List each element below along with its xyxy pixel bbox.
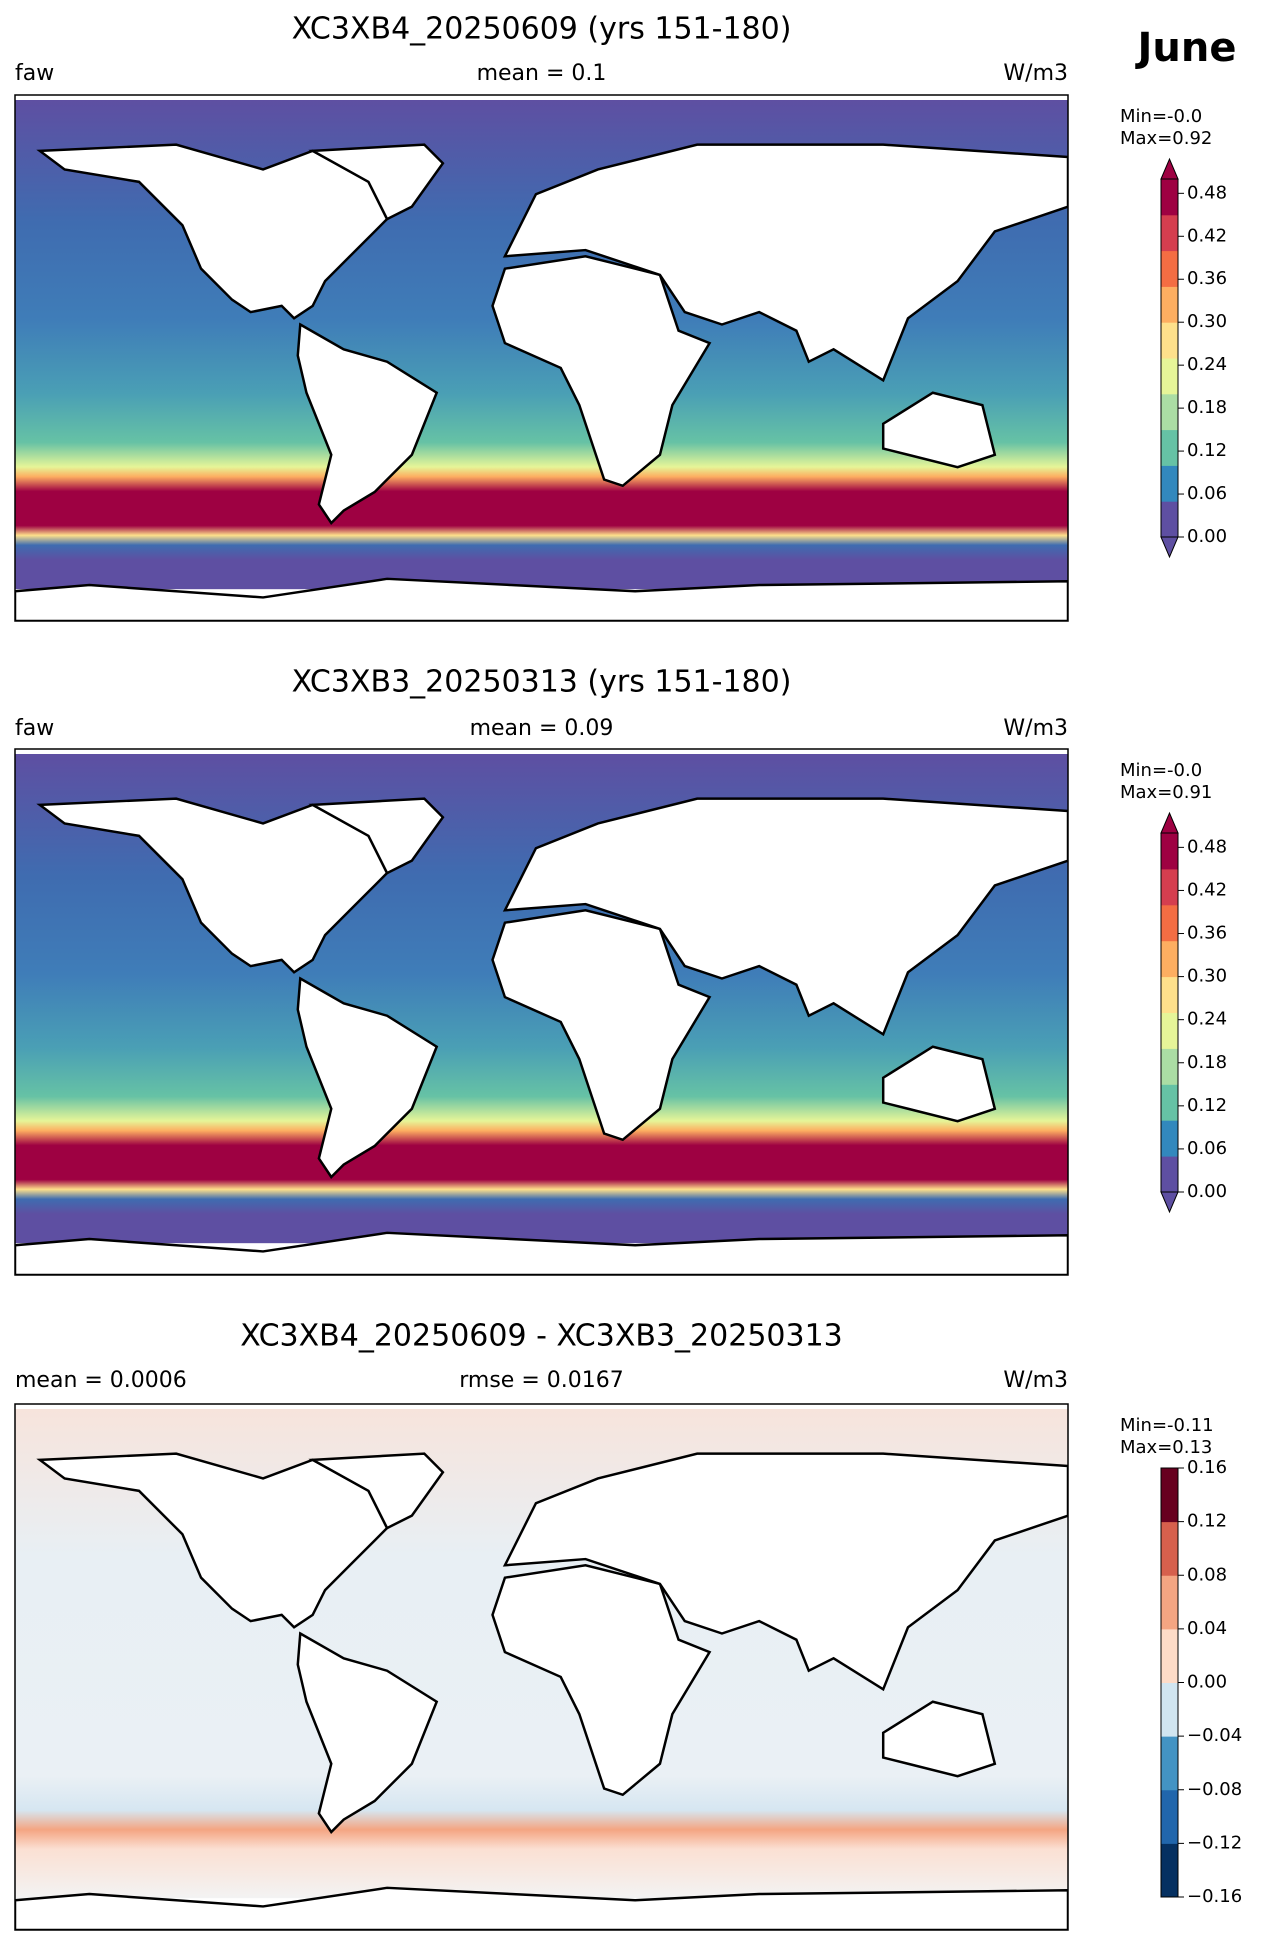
colorbar-extend — [1160, 536, 1179, 559]
colorbar-band — [1161, 1736, 1178, 1791]
colorbar-band — [1161, 465, 1178, 502]
colorbar-extend — [1160, 1191, 1179, 1214]
center-label: mean = 0.1 — [477, 61, 607, 86]
colorbar-band — [1161, 1048, 1178, 1085]
left-label: faw — [15, 716, 54, 741]
colorbar-tick-label: 0.00 — [1187, 1181, 1227, 1202]
colorbar-tick-label: 0.18 — [1187, 397, 1227, 418]
min-label: Min=-0.0 — [1120, 760, 1202, 781]
colorbar-band — [1161, 1468, 1178, 1523]
colorbar-tick-label: −0.04 — [1187, 1725, 1242, 1746]
colorbar-tick-label: 0.36 — [1187, 268, 1227, 289]
colorbar-band — [1161, 322, 1178, 359]
colorbar-tick-label: 0.12 — [1187, 1095, 1227, 1116]
colorbar-band — [1161, 1012, 1178, 1049]
colorbar-tick-label: 0.30 — [1187, 966, 1227, 987]
colorbar-tick-label: −0.12 — [1187, 1832, 1242, 1853]
left-label: faw — [15, 61, 54, 86]
colorbar-band — [1161, 1843, 1178, 1898]
left-label: mean = 0.0006 — [15, 1368, 187, 1393]
max-label: Max=0.13 — [1120, 1437, 1212, 1458]
map-frame — [14, 1403, 1069, 1931]
center-label: mean = 0.09 — [470, 716, 614, 741]
colorbar-band — [1161, 868, 1178, 906]
colorbar-tick-label: −0.08 — [1187, 1779, 1242, 1800]
colorbar-tick-label: 0.06 — [1187, 483, 1227, 504]
colorbar-band — [1161, 250, 1178, 287]
map — [15, 100, 1068, 621]
colorbar-tick-label: −0.16 — [1187, 1886, 1242, 1907]
colorbar-band — [1161, 1156, 1178, 1193]
colorbar-tick-label: 0.36 — [1187, 923, 1227, 944]
colorbar-band — [1161, 976, 1178, 1013]
colorbar-tick-label: 0.48 — [1187, 836, 1227, 857]
colorbar-band — [1161, 501, 1178, 538]
colorbar-tick-label: 0.12 — [1187, 1511, 1227, 1532]
colorbar-tick-label: 0.42 — [1187, 225, 1227, 246]
colorbar-tick-label: 0.08 — [1187, 1564, 1227, 1585]
month-label: June — [1135, 25, 1237, 71]
colorbar-tick-label: 0.04 — [1187, 1618, 1227, 1639]
units-label: W/m3 — [1003, 1368, 1068, 1393]
min-label: Min=-0.11 — [1120, 1415, 1214, 1436]
colorbar-extend — [1160, 811, 1179, 834]
units-label: W/m3 — [1003, 61, 1068, 86]
colorbar-band — [1161, 286, 1178, 323]
colorbar-band — [1161, 833, 1178, 870]
colorbar-band — [1161, 1628, 1178, 1683]
map — [15, 1409, 1068, 1930]
colorbar-band — [1161, 1682, 1178, 1737]
colorbar-frame — [1160, 832, 1179, 1193]
colorbar-tick-label: 0.24 — [1187, 354, 1227, 375]
panel-title: XC3XB4_20250609 (yrs 151-180) — [292, 12, 792, 47]
max-label: Max=0.91 — [1120, 782, 1212, 803]
colorbar-tick-label: 0.00 — [1187, 526, 1227, 547]
colorbar-band — [1161, 1120, 1178, 1157]
colorbar-tick-label: 0.48 — [1187, 182, 1227, 203]
colorbar-band — [1161, 1789, 1178, 1844]
map-frame — [14, 94, 1069, 622]
center-label: rmse = 0.0167 — [459, 1368, 623, 1393]
min-label: Min=-0.0 — [1120, 106, 1202, 127]
panel-title: XC3XB3_20250313 (yrs 151-180) — [292, 665, 792, 700]
map-frame — [14, 748, 1069, 1276]
colorbar-band — [1161, 1084, 1178, 1121]
colorbar-frame — [1160, 178, 1179, 538]
colorbar-band — [1161, 179, 1178, 216]
colorbar-band — [1161, 393, 1178, 431]
max-label: Max=0.92 — [1120, 128, 1212, 149]
colorbar-band — [1161, 1575, 1178, 1630]
colorbar-tick-label: 0.12 — [1187, 440, 1227, 461]
colorbar-tick-label: 0.24 — [1187, 1009, 1227, 1030]
colorbar-tick-label: 0.42 — [1187, 879, 1227, 900]
map — [15, 754, 1068, 1275]
colorbar-band — [1161, 214, 1178, 252]
colorbar-band — [1161, 358, 1178, 395]
colorbar-band — [1161, 904, 1178, 942]
colorbar-band — [1161, 1521, 1178, 1576]
colorbar-tick-label: 0.16 — [1187, 1457, 1227, 1478]
colorbar-tick-label: 0.06 — [1187, 1138, 1227, 1159]
units-label: W/m3 — [1003, 716, 1068, 741]
colorbar-extend — [1160, 157, 1179, 180]
panel-title: XC3XB4_20250609 - XC3XB3_20250313 — [240, 1319, 843, 1354]
colorbar-band — [1161, 429, 1178, 466]
colorbar-band — [1161, 940, 1178, 978]
colorbar-tick-label: 0.00 — [1187, 1672, 1227, 1693]
colorbar-tick-label: 0.18 — [1187, 1052, 1227, 1073]
colorbar-tick-label: 0.30 — [1187, 311, 1227, 332]
